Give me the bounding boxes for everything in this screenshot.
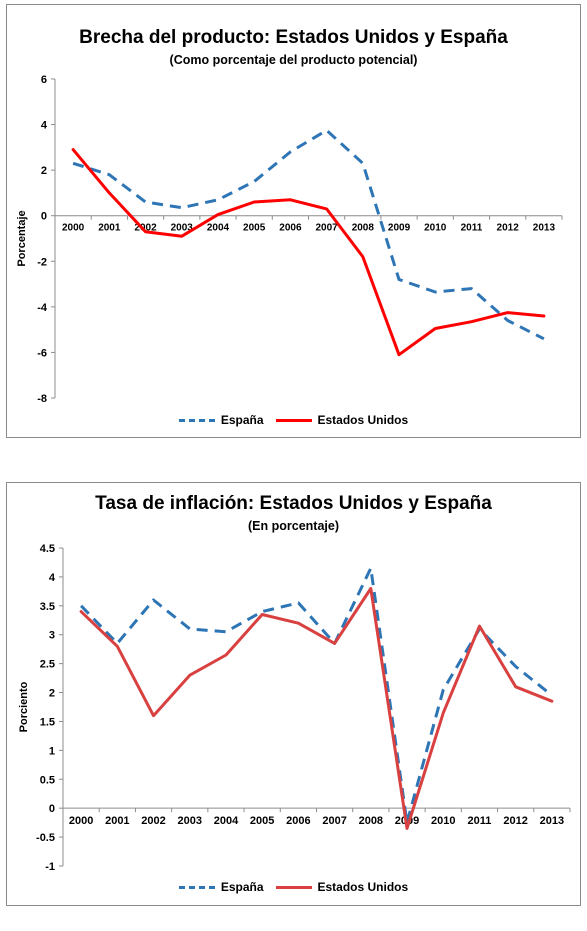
y-tick-label: 6	[41, 74, 47, 86]
legend-swatch-espana	[178, 418, 215, 422]
legend-label-usa: Estados Unidos	[317, 880, 409, 894]
x-tick-label: 2006	[279, 223, 302, 234]
x-tick-label: 2006	[286, 815, 310, 827]
y-tick-label: 2	[41, 165, 47, 177]
x-tick-label: 2009	[388, 223, 411, 234]
x-tick-label: 2008	[359, 815, 383, 827]
x-tick-label: 2010	[424, 223, 447, 234]
x-tick-label: 2007	[322, 815, 346, 827]
legend-label-espana: España	[220, 413, 264, 427]
y-tick-label: 0	[49, 803, 55, 815]
y-tick-label: -2	[37, 256, 47, 268]
x-tick-label: 2000	[62, 223, 85, 234]
y-tick-label: 4	[49, 572, 56, 584]
output-gap-plot: 6 4 2 0 -2 -4 -6 -8 2000 2001 2002 2003 2004 2005 2006…	[16, 74, 563, 405]
legend-swatch-usa	[275, 418, 312, 422]
y-tick-label: 0.5	[40, 774, 55, 786]
x-tick-label: 2011	[461, 223, 483, 234]
legend-label-usa: Estados Unidos	[317, 413, 409, 427]
legend-item-usa: Estados Unidos	[275, 880, 409, 894]
chart-legend: España Estados Unidos	[7, 413, 580, 427]
legend-item-espana: España	[178, 413, 264, 427]
x-tick-label: 2008	[352, 223, 375, 234]
chart-subtitle: (En porcentaje)	[248, 519, 339, 533]
x-tick-label: 2012	[503, 815, 527, 827]
x-tick-label: 2013	[533, 223, 556, 234]
y-tick-label: 0	[41, 211, 47, 223]
x-tick-label: 2002	[141, 815, 165, 827]
legend-item-espana: España	[178, 880, 264, 894]
inflation-chart: Tasa de inflación: Estados Unidos y Espa…	[6, 482, 581, 906]
series-line-usa	[79, 587, 554, 830]
chart-title: Brecha del producto: Estados Unidos y Es…	[79, 27, 508, 48]
inflation-plot: 4.5 4 3.5 3 2.5 2 1.5 1 0.5 0 -0.5 -1 2000 2001 2002 20…	[18, 543, 571, 873]
x-tick-label: 2012	[497, 223, 520, 234]
x-tick-label: 2003	[178, 815, 202, 827]
y-tick-label: -6	[37, 347, 47, 359]
legend-label-espana: España	[220, 880, 264, 894]
output-gap-chart: Brecha del producto: Estados Unidos y Es…	[6, 4, 581, 438]
chart-subtitle: (Como porcentaje del producto potencial)	[169, 53, 418, 67]
y-tick-label: -0.5	[36, 832, 55, 844]
y-tick-label: 1.5	[40, 716, 55, 728]
y-axis-title: Porciento	[18, 681, 30, 732]
x-tick-label: 2007	[315, 223, 338, 234]
y-tick-label: 2.5	[40, 659, 55, 671]
y-tick-label: -4	[37, 302, 48, 314]
y-tick-label: 1	[49, 745, 55, 757]
x-tick-label: 2002	[134, 223, 157, 234]
y-tick-label: 4.5	[40, 543, 55, 555]
x-tick-label: 2000	[69, 815, 93, 827]
series-line-espana	[72, 128, 545, 341]
x-tick-label: 2005	[243, 223, 266, 234]
chart-legend: España Estados Unidos	[7, 880, 580, 894]
x-tick-label: 2001	[105, 815, 129, 827]
chart-title: Tasa de inflación: Estados Unidos y Espa…	[95, 493, 492, 514]
y-tick-label: 3.5	[40, 601, 55, 613]
y-tick-label: -1	[45, 861, 55, 873]
x-tick-label: 2013	[540, 815, 564, 827]
x-tick-label: 2003	[171, 223, 194, 234]
series-line-usa	[71, 148, 546, 357]
legend-swatch-usa	[275, 885, 312, 889]
x-tick-label: 2001	[98, 223, 121, 234]
y-tick-label: -8	[37, 393, 47, 405]
x-tick-label: 2010	[431, 815, 455, 827]
series-line-espana	[80, 566, 553, 825]
y-tick-label: 3	[49, 630, 55, 642]
legend-swatch-espana	[178, 885, 215, 889]
x-tick-label: 2004	[214, 815, 239, 827]
y-tick-label: 4	[41, 120, 48, 132]
x-tick-label: 2004	[207, 223, 230, 234]
x-tick-label: 2011	[468, 815, 492, 827]
y-axis-title: Porcentaje	[16, 210, 28, 266]
y-tick-label: 2	[49, 688, 55, 700]
x-tick-label: 2005	[250, 815, 274, 827]
legend-item-usa: Estados Unidos	[275, 413, 409, 427]
